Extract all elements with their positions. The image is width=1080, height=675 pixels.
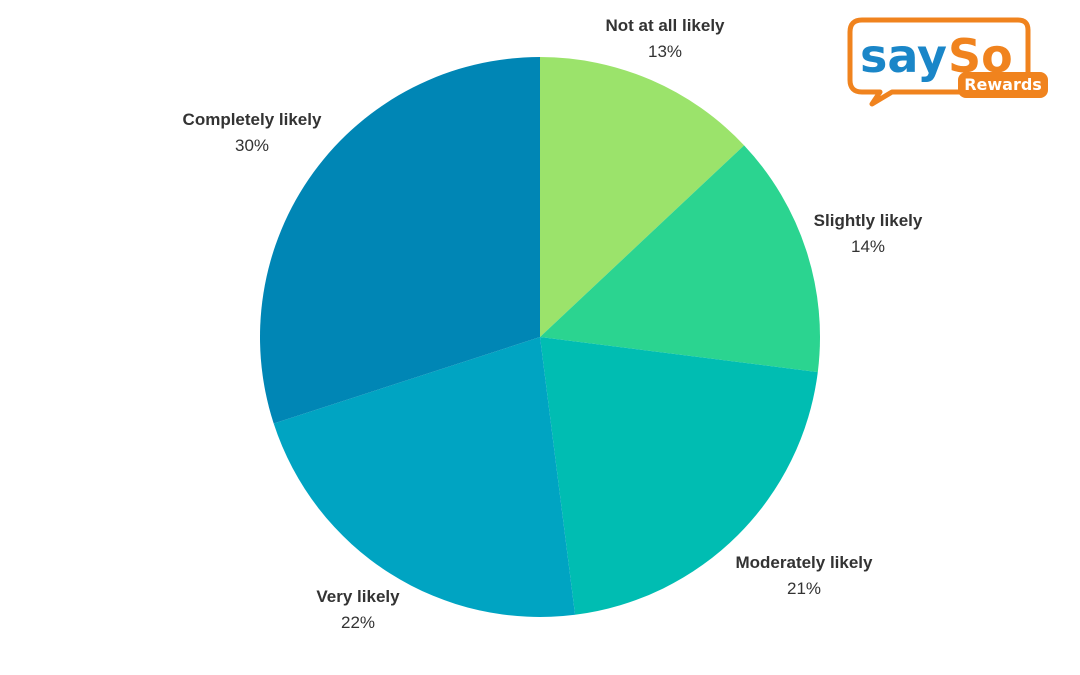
slice-label-name: Completely likely	[183, 110, 322, 129]
pie-slice-slightly-likely	[540, 145, 820, 373]
logo-text-say: say	[860, 29, 947, 83]
logo-rewards-badge	[958, 72, 1048, 98]
slice-labels: Not at all likely 13% Slightly likely 14% Mo…	[183, 16, 923, 632]
pie-slices	[259, 57, 820, 617]
slice-label-value: 14%	[851, 237, 885, 256]
slice-label-name: Slightly likely	[814, 211, 923, 230]
slice-label-name: Not at all likely	[605, 16, 725, 35]
slice-label-value: 30%	[235, 136, 269, 155]
slice-label-value: 22%	[341, 613, 375, 632]
pie-slice-moderately-likely	[540, 337, 818, 615]
slice-label-value: 21%	[787, 579, 821, 598]
pie-slice-not-at-all-likely	[540, 57, 745, 337]
slice-label-name: Moderately likely	[735, 553, 873, 572]
logo-text-rewards: Rewards	[964, 75, 1042, 94]
sayso-rewards-logo: say So Rewards	[847, 17, 1048, 107]
pie-slice-very-likely	[273, 337, 576, 617]
slice-label-value: 13%	[648, 42, 682, 61]
pie-slice-completely-likely	[259, 57, 540, 424]
slice-label-name: Very likely	[316, 587, 400, 606]
